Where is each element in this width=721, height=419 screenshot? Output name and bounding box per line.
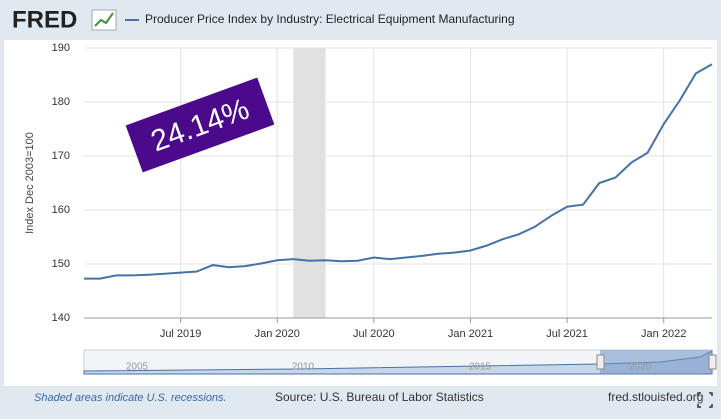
site[interactable]: fred.stlouisfed.org — [608, 390, 703, 404]
navigator-label: 2005 — [126, 362, 149, 373]
navigator-label: 2010 — [292, 362, 315, 373]
navigator-handle — [596, 354, 605, 370]
annotation: 24.14% — [125, 77, 275, 173]
source: Source: U.S. Bureau of Labor Statistics — [275, 390, 484, 404]
navigator-label: 2015 — [469, 362, 492, 373]
y-tick-label: 170 — [52, 150, 70, 162]
chart-panel — [4, 40, 717, 386]
recession-band — [293, 48, 326, 318]
logo-icon — [91, 9, 117, 31]
y-tick-label: 160 — [52, 204, 70, 216]
fullscreen-icon[interactable] — [697, 392, 713, 408]
x-tick-label: Jan 2022 — [641, 328, 686, 340]
x-tick-label: Jan 2020 — [255, 328, 300, 340]
y-tick-label: 150 — [52, 258, 70, 270]
y-axis-label: Index Dec 2003=100 — [24, 132, 36, 234]
navigator-handle — [708, 354, 717, 370]
navigator-labels: 2005 2010 2015 2020 — [126, 362, 652, 373]
navigator-label: 2020 — [629, 362, 652, 373]
annotation-box — [125, 77, 275, 173]
y-tick-label: 180 — [52, 96, 70, 108]
x-tick-label: Jul 2020 — [353, 328, 395, 340]
logo-icon-line — [94, 12, 114, 27]
recession-note[interactable]: Shaded areas indicate U.S. recessions. — [34, 392, 227, 404]
y-tick-label: 140 — [52, 312, 70, 324]
navigator-window — [600, 350, 712, 374]
legend-label: Producer Price Index by Industry: Electr… — [145, 12, 515, 26]
y-tick-label: 190 — [52, 42, 70, 54]
plot: 140 150 160 170 180 190 Jul 2019 Jan 2020 Jul 20… — [52, 42, 713, 340]
x-tick-label: Jul 2019 — [160, 328, 202, 340]
logo: FRED — [12, 6, 77, 33]
x-tick-label: Jan 2021 — [448, 328, 493, 340]
x-tick-label: Jul 2021 — [546, 328, 588, 340]
series-line — [84, 63, 713, 280]
